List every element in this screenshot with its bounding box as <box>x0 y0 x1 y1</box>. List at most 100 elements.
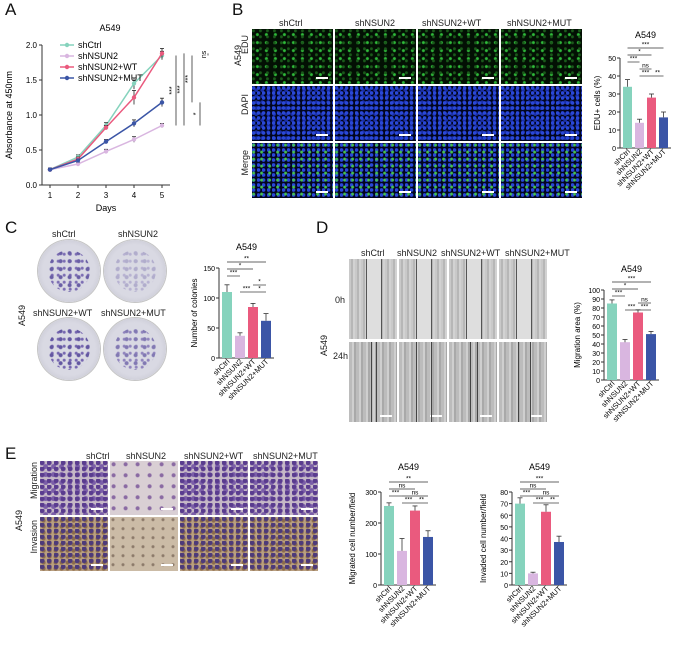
micrograph-edu-shctrl <box>252 29 333 84</box>
dish-label-wt: shNSUN2+WT <box>33 308 93 318</box>
sig-label: *** <box>392 490 400 497</box>
series-line <box>49 101 163 171</box>
transwell-migration-wt <box>180 461 248 515</box>
y-tick-label: 50 <box>592 333 600 340</box>
scale-bar <box>161 564 173 566</box>
sig-label: *** <box>628 304 636 311</box>
bar <box>607 303 617 380</box>
wound-24h-shnsun2 <box>399 342 447 422</box>
y-axis-label: Migrated cell number/field <box>348 493 357 585</box>
sig-label: ns <box>543 490 551 497</box>
micrograph-merge-wt <box>418 143 499 198</box>
sig-label: ns <box>530 483 538 490</box>
scale-bar <box>482 134 494 136</box>
sig-label: * <box>624 283 627 290</box>
x-tick-label: 1 <box>48 191 53 200</box>
sig-label: *** <box>641 304 649 311</box>
wound-0h-mut <box>499 259 547 339</box>
bar <box>515 503 525 585</box>
y-tick-label: 300 <box>365 490 377 497</box>
scale-bar <box>161 508 173 510</box>
transwell-migration-shnsun2 <box>110 461 178 515</box>
panel-label-c: C <box>5 218 18 237</box>
scale-bar <box>231 508 243 510</box>
data-point <box>103 149 109 154</box>
dish-label-shnsun2: shNSUN2 <box>118 229 159 239</box>
sig-label: *** <box>630 56 638 63</box>
cell-line-label-c: A549 <box>17 305 27 327</box>
row-label-24h: 24h <box>333 351 349 361</box>
d-col-label-wt: shNSUN2+WT <box>441 248 501 258</box>
col-label-shnsun2: shNSUN2 <box>355 18 396 28</box>
dish-label-shctrl: shCtrl <box>52 229 76 239</box>
chart-title: A549 <box>236 242 257 252</box>
x-tick-label: 5 <box>160 191 165 200</box>
bar <box>410 510 420 585</box>
y-tick-label: 0 <box>612 146 616 153</box>
cell-line-label-e: A549 <box>14 510 24 532</box>
sig-label: *** <box>169 86 176 94</box>
y-tick-label: 20 <box>592 360 600 367</box>
migration-area-bar-chart: A549 0 10 20 30 40 50 60 70 80 90 100 Migration area… <box>573 264 659 424</box>
panel-label-e: E <box>5 444 17 463</box>
y-tick-label: 60 <box>500 513 508 520</box>
y-tick-label: 2.0 <box>26 41 38 50</box>
sig-label: ns <box>412 490 420 497</box>
data-point <box>75 161 81 167</box>
y-tick-label: 60 <box>592 324 600 331</box>
row-label-dapi: DAPI <box>240 94 250 116</box>
sig-label: ns <box>201 50 208 58</box>
chart-title: A549 <box>99 23 120 33</box>
panel-label-b: B <box>232 0 244 19</box>
col-label-mut: shNSUN2+MUT <box>507 18 572 28</box>
y-tick-label: 40 <box>500 537 508 544</box>
e-col-label-shnsun2: shNSUN2 <box>126 451 167 461</box>
micrograph-dapi-shctrl <box>252 86 333 141</box>
data-point <box>103 139 109 144</box>
sig-label: ** <box>419 497 425 504</box>
sig-label: *** <box>642 70 650 77</box>
sig-label: *** <box>536 497 544 504</box>
sig-label: ns <box>642 63 650 70</box>
colony-dish-shctrl <box>38 240 100 302</box>
scale-bar <box>530 415 542 417</box>
scratch-gap <box>517 342 531 422</box>
colonies <box>114 328 156 370</box>
sig-label: ns <box>399 483 407 490</box>
y-axis-label: Absorbance at 450nm <box>4 71 14 159</box>
sig-label: *** <box>536 476 544 483</box>
scale-bar <box>91 564 103 566</box>
y-tick-label: 150 <box>203 266 215 273</box>
sig-label: *** <box>230 270 238 277</box>
y-tick-label: 20 <box>500 560 508 567</box>
e-col-label-mut: shNSUN2+MUT <box>253 451 318 461</box>
y-tick-label: 30 <box>608 92 616 99</box>
y-tick-label: 0 <box>211 356 215 363</box>
bar <box>633 312 643 380</box>
legend-label: shCtrl <box>78 40 102 50</box>
bar <box>647 97 656 148</box>
scale-bar <box>316 191 328 193</box>
data-point <box>131 95 137 100</box>
row-label-invasion: Invasion <box>29 520 39 554</box>
sig-label: ns <box>641 297 649 304</box>
transwell-invasion-mut <box>250 517 318 571</box>
growth-line-chart: A549 0.0 0.5 1.0 1.5 2.0 1 2 3 4 5 Days Absorbance a… <box>4 23 209 213</box>
x-axis-label: Days <box>96 203 117 213</box>
y-tick-label: 30 <box>592 351 600 358</box>
legend-label: shNSUN2+WT <box>78 62 138 72</box>
legend-label: shNSUN2+MUT <box>78 73 143 83</box>
bar <box>623 86 632 148</box>
sig-label: *** <box>642 42 650 49</box>
micrograph-edu-wt <box>418 29 499 84</box>
micrograph-dapi-mut <box>501 86 582 141</box>
row-label-0h: 0h <box>335 295 346 305</box>
y-tick-label: 70 <box>592 315 600 322</box>
row-label-migration: Migration <box>29 462 39 500</box>
sig-label: * <box>193 112 200 115</box>
scale-bar <box>482 77 494 79</box>
migrated-cells-bar-chart: A549 0 100 200 300 Migrated cell number/field… <box>348 462 436 629</box>
wound-24h-mut <box>499 342 547 422</box>
y-tick-label: 90 <box>592 297 600 304</box>
